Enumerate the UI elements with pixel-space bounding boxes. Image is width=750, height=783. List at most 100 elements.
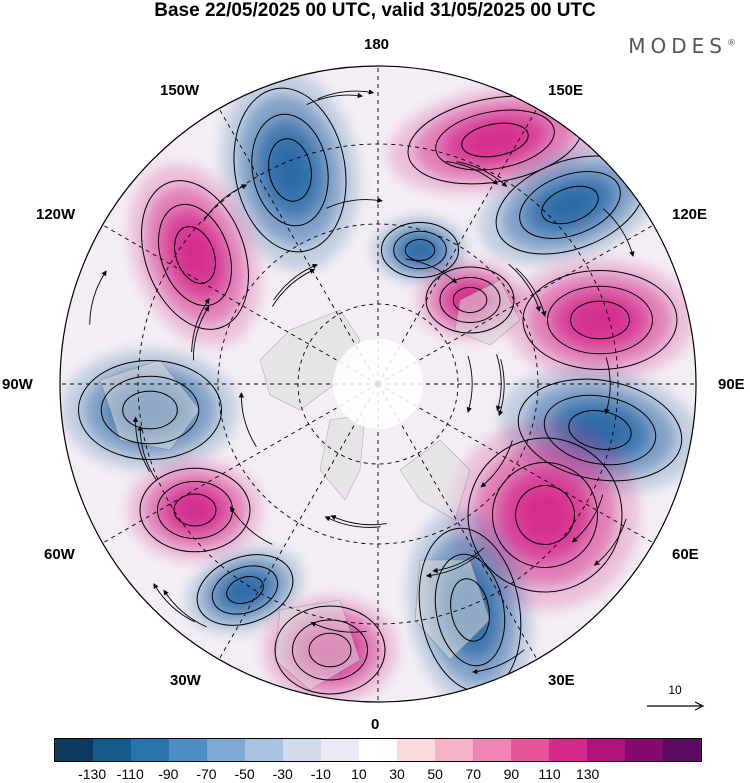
streamline: [425, 554, 479, 579]
contour-line: [292, 619, 368, 681]
meridian-line: [102, 224, 379, 385]
colorbar-tick-label: -130: [78, 766, 107, 782]
streamline: [480, 440, 513, 488]
streamline: [326, 197, 383, 209]
map-title: Base 22/05/2025 00 UTC, valid 31/05/2025…: [154, 0, 596, 21]
streamline: [604, 357, 611, 415]
streamline: [330, 515, 387, 526]
anomaly-blob: [177, 231, 213, 279]
streamline: [324, 516, 381, 528]
streamline: [238, 392, 257, 448]
meridian-line: [377, 383, 538, 660]
colorbar-segment: [397, 739, 435, 761]
streamline: [153, 583, 196, 623]
streamline: [508, 263, 541, 312]
streamline: [456, 161, 508, 188]
contour-line: [452, 286, 488, 314]
colorbar-tick-label: -90: [158, 766, 179, 782]
streamline: [191, 298, 210, 353]
contour-line: [435, 109, 555, 171]
contour-line: [461, 122, 529, 158]
contour-line: [450, 578, 490, 642]
contour-line: [439, 277, 501, 323]
contour-line: [196, 554, 294, 626]
lon-label-0: 0: [371, 716, 380, 733]
colorbar-ticks: -130 -110 -90 -70 -50 -30 -10 10 30 50 70 90 110 130: [54, 766, 702, 783]
contour-line: [141, 180, 249, 330]
contour-line: [522, 270, 678, 370]
anomaly-blob: [407, 241, 433, 259]
colorbar-segment: [321, 739, 359, 761]
colorbar-segment: [359, 739, 397, 761]
contour-line: [519, 171, 621, 239]
meridian-line: [377, 224, 654, 385]
contour-line: [308, 632, 352, 668]
streamline: [132, 416, 151, 472]
streamline: [163, 589, 207, 628]
contour-line: [274, 605, 386, 695]
lat-lon-grid: [60, 66, 696, 702]
contour-line: [541, 185, 599, 225]
colorbar-segment: [169, 739, 207, 761]
reference-arrow-icon: [647, 701, 705, 711]
anomaly-contours: [78, 87, 683, 695]
contour-line: [434, 553, 506, 667]
contour-line: [547, 285, 653, 355]
vector-reference: 10: [645, 683, 705, 713]
lon-label-30e: 30E: [548, 672, 575, 689]
colorbar-segment: [245, 739, 283, 761]
colorbar-tick-label: -110: [116, 766, 144, 782]
contour-line: [268, 138, 312, 202]
anomaly-blob: [229, 578, 261, 602]
colorbar-tick-label: 130: [575, 766, 600, 782]
contour-line: [515, 485, 575, 545]
land-areas: [99, 279, 521, 691]
streamline: [273, 263, 318, 301]
streamline: [472, 649, 525, 675]
streamline: [432, 547, 485, 574]
colorbar-segment: [131, 739, 169, 761]
contour-line: [492, 462, 598, 568]
contour-line: [158, 203, 232, 307]
streamline: [89, 270, 107, 325]
colorbar-segment: [55, 739, 93, 761]
map-boundary: [59, 65, 697, 703]
streamlines: [89, 89, 635, 675]
contour-line: [173, 493, 217, 527]
contour-line: [122, 390, 178, 430]
contour-line: [467, 437, 623, 593]
contour-line: [78, 360, 222, 460]
streamline: [192, 305, 210, 361]
colorbar: [54, 738, 702, 762]
brand-mark: ®: [727, 38, 736, 49]
colorbar-tick-label: -50: [234, 766, 255, 782]
colorbar-segment: [549, 739, 587, 761]
contour-line: [404, 239, 436, 261]
colorbar-tick-label: -70: [196, 766, 217, 782]
colorbar-segment: [663, 739, 701, 761]
contour-line: [233, 87, 347, 253]
streamline: [571, 494, 604, 543]
lon-label-120w: 120W: [36, 206, 76, 223]
contour-line: [543, 394, 657, 466]
lon-label-90e: 90E: [718, 376, 745, 393]
colorbar-tick-label: 30: [389, 766, 405, 782]
lon-label-180: 180: [364, 36, 390, 53]
colorbar-tick-label: -30: [272, 766, 293, 782]
polar-map: [59, 65, 697, 703]
anomaly-blob: [520, 490, 570, 540]
streamline: [446, 161, 498, 185]
streamline: [137, 425, 157, 481]
meridian-line: [377, 383, 654, 544]
contour-line: [226, 576, 264, 604]
lon-label-120e: 120E: [672, 206, 708, 223]
colorbar-tick-label: -10: [310, 766, 331, 782]
colorbar-segment: [587, 739, 625, 761]
colorbar-segment: [625, 739, 663, 761]
colorbar-tick-label: 10: [351, 766, 367, 782]
meridian-line: [218, 383, 379, 660]
meridian-line: [102, 383, 379, 544]
meridian-line: [218, 108, 379, 385]
lon-label-60w: 60W: [44, 546, 75, 563]
colorbar-segment: [207, 739, 245, 761]
